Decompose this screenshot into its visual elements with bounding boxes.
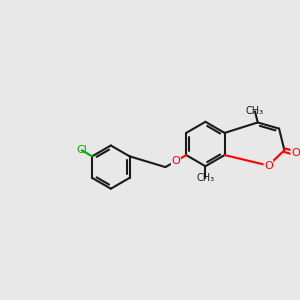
Text: CH₃: CH₃ bbox=[246, 106, 264, 116]
Text: O: O bbox=[171, 156, 180, 166]
Text: O: O bbox=[264, 160, 273, 170]
Text: Cl: Cl bbox=[76, 145, 87, 155]
Text: O: O bbox=[171, 156, 180, 166]
Text: CH₃: CH₃ bbox=[196, 172, 214, 183]
Text: O: O bbox=[291, 148, 300, 158]
